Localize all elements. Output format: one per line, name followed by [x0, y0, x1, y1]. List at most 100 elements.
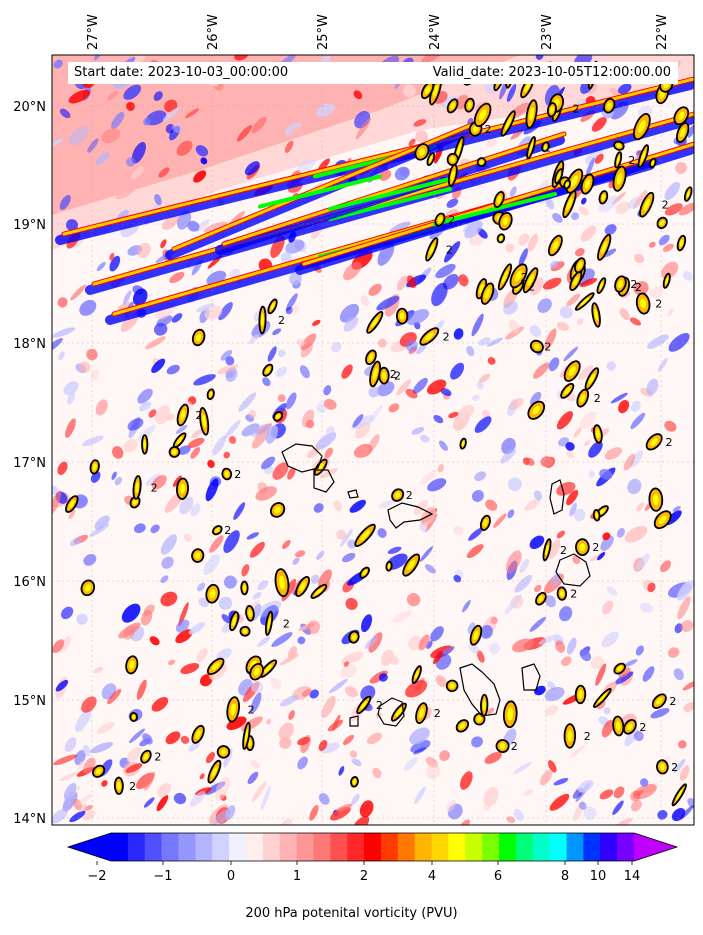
colorbar-cell — [499, 833, 517, 861]
latitude-tick-label: 19°N — [13, 218, 46, 233]
pv-anomaly — [445, 679, 459, 693]
pv-anomaly — [498, 211, 513, 231]
pv-anomaly — [671, 783, 687, 807]
pv-anomaly — [502, 700, 518, 729]
pv-anomaly — [168, 446, 181, 458]
pv-anomaly — [310, 583, 328, 599]
colorbar-cell — [296, 833, 314, 861]
pv-anomaly — [354, 523, 376, 547]
pv-anomaly — [140, 749, 152, 764]
island-sao-nicolau — [387, 502, 434, 529]
colorbar-cell — [111, 833, 129, 861]
contour-label: 2 — [154, 751, 161, 764]
pv-anomaly — [496, 233, 506, 244]
pv-anomaly — [205, 583, 220, 604]
pv-anomaly — [378, 366, 390, 385]
pv-anomaly — [274, 568, 290, 598]
colorbar-tick-label: 2 — [360, 869, 368, 884]
pv-anomaly — [411, 665, 422, 684]
header-box — [68, 62, 678, 84]
latitude-tick-label: 20°N — [13, 100, 46, 115]
contour-label: 2 — [697, 188, 703, 201]
pv-anomaly — [633, 112, 651, 141]
pv-anomaly — [612, 715, 625, 737]
colorbar-cell — [178, 833, 196, 861]
pv-anomaly — [562, 190, 577, 219]
colorbar-cell — [144, 833, 163, 861]
pv-anomaly — [476, 157, 487, 168]
colorbar-cell — [549, 833, 568, 861]
island-fogo — [377, 697, 405, 727]
pv-anomaly — [542, 538, 552, 562]
pv-anomaly — [240, 580, 249, 596]
contour-label: 2 — [443, 331, 450, 344]
pv-anomaly — [459, 437, 467, 450]
pv-anomaly — [242, 721, 251, 750]
pv-anomaly — [522, 267, 539, 294]
contour-label: 2 — [485, 123, 492, 136]
contour-label: 2 — [406, 489, 413, 502]
pv-anomaly — [226, 696, 240, 723]
contour-label: 2 — [511, 740, 518, 753]
colorbar-cell — [313, 833, 331, 861]
pv-anomaly — [676, 234, 687, 252]
pv-anomaly — [614, 151, 623, 169]
pv-anomaly — [191, 548, 205, 563]
latitude-tick-label: 17°N — [13, 456, 46, 471]
pv-anomaly — [527, 400, 546, 420]
pv-anomaly — [592, 687, 612, 709]
longitude-tick-label: 23°W — [540, 14, 555, 50]
colorbar-cell — [212, 833, 230, 861]
island-sal — [549, 479, 565, 515]
pv-anomaly — [535, 591, 547, 606]
longitude-tick-label: 22°W — [655, 14, 670, 50]
pv-anomaly — [176, 477, 189, 500]
contour-label: 2 — [671, 761, 678, 774]
contour-label: 2 — [635, 281, 642, 294]
pv-anomaly — [125, 655, 139, 675]
pv-anomaly — [239, 625, 251, 637]
pv-anomaly — [597, 233, 612, 261]
colorbar-cell — [380, 833, 399, 861]
pv-anomaly — [526, 136, 536, 160]
contour-label: 2 — [394, 370, 401, 383]
pv-anomaly — [598, 190, 609, 205]
contour-label: 2 — [434, 707, 441, 720]
colorbar-tick-label: 8 — [561, 869, 569, 884]
contour-label: 2 — [560, 544, 567, 557]
pv-anomaly — [596, 277, 607, 294]
pv-anomaly — [574, 292, 595, 311]
island-santiago — [459, 663, 501, 717]
colorbar-cell — [482, 833, 500, 861]
colorbar-tick-label: 0 — [227, 869, 235, 884]
contour-label: 2 — [662, 199, 669, 212]
longitude-tick-label: 26°W — [206, 14, 221, 50]
pv-anomaly — [391, 488, 405, 502]
contour-label: 2 — [151, 482, 158, 495]
colorbar-tick-label: 10 — [590, 869, 607, 884]
pv-anomaly — [269, 502, 286, 518]
pv-anomaly — [172, 432, 187, 449]
longitude-tick-label: 25°W — [316, 14, 331, 50]
colorbar-cell — [229, 833, 247, 861]
colorbar-cell — [515, 833, 534, 861]
pv-anomaly — [369, 360, 381, 388]
pv-anomaly — [414, 143, 430, 161]
colorbar-cell — [465, 833, 483, 861]
contour-label: 2 — [570, 588, 577, 601]
pv-anomaly — [191, 328, 206, 347]
pv-anomaly — [576, 388, 590, 408]
pv-anomaly — [132, 475, 142, 500]
pv-anomaly — [563, 360, 581, 382]
pv-anomaly — [229, 611, 240, 632]
colorbar-cell — [262, 833, 281, 861]
pv-anomaly — [575, 538, 590, 557]
pv-anomaly — [402, 553, 421, 577]
contour-label: 2 — [224, 524, 231, 537]
pv-anomaly — [656, 759, 669, 775]
contour-label: 2 — [390, 368, 397, 381]
pv-anomaly — [613, 140, 625, 151]
colorbar-tick-label: −1 — [153, 869, 172, 884]
pv-anomaly — [249, 663, 265, 681]
pv-anomaly — [565, 168, 584, 194]
